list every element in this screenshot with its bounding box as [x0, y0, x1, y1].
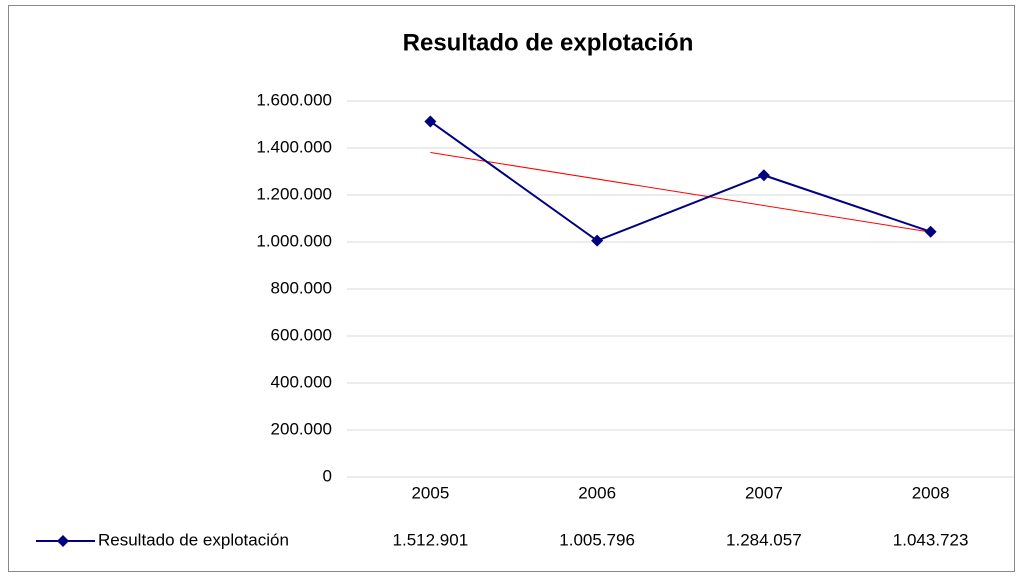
y-tick-label: 0 — [323, 466, 332, 485]
series-line — [429, 120, 931, 242]
legend-label: Resultado de explotación — [98, 530, 289, 549]
y-tick-label: 1.400.000 — [256, 137, 332, 156]
marker — [424, 115, 437, 128]
y-tick-label: 600.000 — [271, 325, 332, 344]
y-tick-label: 1.200.000 — [256, 184, 332, 203]
trendline — [430, 151, 931, 233]
x-tick-label: 2007 — [745, 483, 783, 502]
x-tick-label: 2005 — [411, 483, 449, 502]
y-tick-label: 400.000 — [271, 372, 332, 391]
chart-title: Resultado de explotación — [403, 29, 694, 56]
x-tick-label: 2008 — [912, 483, 950, 502]
data-table-value: 1.005.796 — [559, 530, 635, 549]
y-tick-label: 1.000.000 — [256, 231, 332, 250]
y-tick-label: 800.000 — [271, 278, 332, 297]
marker — [924, 225, 937, 238]
x-tick-label: 2006 — [578, 483, 616, 502]
data-table-value: 1.043.723 — [893, 530, 969, 549]
data-table-value: 1.512.901 — [393, 530, 469, 549]
marker — [591, 234, 604, 247]
y-tick-label: 200.000 — [271, 419, 332, 438]
y-tick-label: 1.600.000 — [256, 90, 332, 109]
data-table-value: 1.284.057 — [726, 530, 802, 549]
marker — [757, 169, 770, 182]
legend-marker — [57, 535, 69, 547]
